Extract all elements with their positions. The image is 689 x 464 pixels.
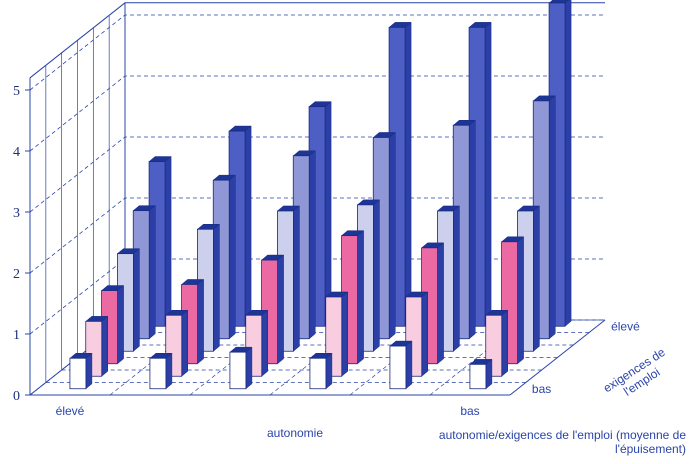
bar [325, 291, 349, 377]
bar-side [469, 119, 476, 340]
bar-side [325, 352, 333, 390]
bar-side [245, 346, 253, 390]
bar [180, 278, 205, 365]
bar-side [501, 309, 508, 377]
bar-side [437, 242, 444, 365]
bar-side [213, 223, 220, 352]
bar-side [405, 340, 413, 390]
bar-front [309, 357, 327, 390]
grid-line [29, 136, 605, 213]
grid-line [29, 14, 605, 91]
y-tick-label: 4 [13, 145, 20, 160]
bar [309, 352, 333, 390]
chart-caption: autonomie/exigences de l'emploi (moyenne… [438, 428, 686, 456]
bar-side [549, 95, 556, 340]
bar-side [197, 278, 204, 365]
bar-side [517, 236, 524, 365]
bar [149, 352, 173, 390]
bar-side [341, 291, 348, 377]
y-tick-label: 5 [13, 84, 20, 99]
bar-side [277, 254, 284, 365]
depth-tick-label: bas [532, 382, 551, 396]
bar-side [309, 150, 316, 340]
y-tick-label: 3 [13, 206, 20, 221]
bar-side [357, 230, 364, 365]
bar-side [389, 131, 396, 340]
bar-front [149, 357, 167, 390]
x-tick-label: bas [460, 404, 479, 418]
bar-side [244, 125, 252, 327]
floor-line [509, 319, 606, 396]
x-axis-title: autonomie [267, 426, 323, 440]
bar-side [133, 248, 140, 352]
bar-side [229, 174, 236, 340]
bar-side [117, 285, 124, 365]
y-tick-label: 0 [13, 389, 20, 404]
bar-side [164, 156, 172, 327]
bar-side [564, 0, 572, 327]
bar-front [389, 345, 407, 390]
bar-side [404, 21, 412, 327]
bar-side [373, 199, 380, 352]
bar-front [229, 351, 247, 390]
y-tick-label: 2 [13, 267, 20, 282]
bar-side [453, 205, 460, 352]
bar-side [85, 352, 93, 390]
bar-front [469, 363, 487, 390]
bar-side [533, 205, 540, 352]
bar-side [484, 21, 492, 327]
bar [532, 95, 556, 340]
depth-tick-label: élevé [611, 319, 640, 333]
bar [469, 358, 493, 390]
bar-side [165, 352, 173, 390]
bar [485, 309, 509, 377]
bar [389, 340, 413, 390]
x-tick-label: élevé [56, 404, 85, 418]
grid-line [29, 197, 605, 274]
bar-side [293, 205, 300, 352]
bar-side [181, 309, 188, 377]
y-tick-label: 1 [13, 328, 20, 343]
bar [229, 346, 253, 390]
bar-side [149, 205, 156, 340]
grid-line [29, 75, 605, 152]
bar-side [101, 315, 108, 377]
bar-side [421, 291, 428, 377]
bar-side [324, 101, 332, 327]
bar [69, 352, 93, 390]
bar-front [69, 357, 87, 390]
bar-side [261, 309, 268, 377]
